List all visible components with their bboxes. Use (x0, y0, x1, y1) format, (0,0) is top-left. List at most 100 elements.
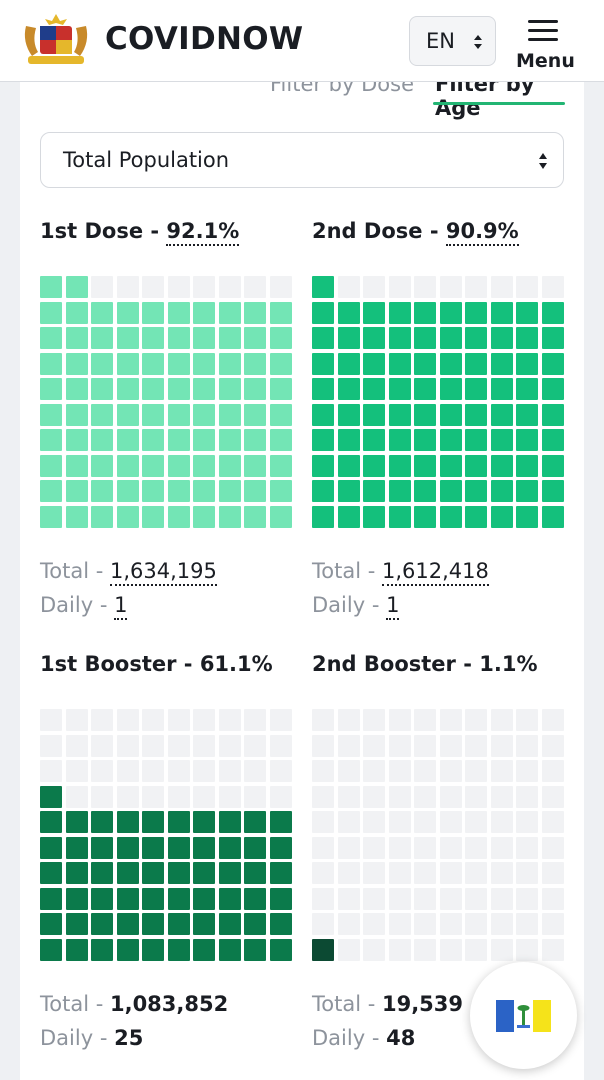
waffle-cell (465, 454, 487, 477)
waffle-cell (414, 276, 436, 298)
waffle-cell (244, 760, 266, 782)
waffle-cell (142, 327, 164, 349)
waffle-cell (388, 429, 411, 451)
waffle-cell (541, 454, 564, 477)
waffle-cell (439, 709, 462, 731)
waffle-cell (541, 276, 564, 298)
waffle-cell (312, 276, 334, 298)
waffle-cell (490, 938, 513, 961)
daily-value[interactable]: 1 (114, 593, 128, 620)
waffle-cell (193, 913, 215, 935)
total-label: Total (312, 992, 362, 1016)
waffle-cell (91, 785, 113, 808)
waffle-cell (541, 403, 564, 426)
dose-percent[interactable]: 90.9% (445, 219, 519, 246)
malaysia-coat-of-arms-icon[interactable] (20, 12, 92, 68)
waffle-cell (414, 429, 436, 451)
waffle-cell (244, 378, 266, 400)
total-label: Total (312, 559, 362, 583)
waffle-cell (414, 301, 436, 324)
waffle-cell (91, 862, 113, 884)
waffle-cell (40, 301, 62, 324)
waffle-cell (269, 505, 292, 528)
total-value[interactable]: 1,634,195 (109, 559, 217, 586)
waffle-cell (465, 913, 487, 935)
waffle-cell (312, 480, 334, 502)
waffle-cell (116, 480, 139, 502)
waffle-cell (541, 913, 564, 935)
waffle-grid (40, 709, 292, 961)
waffle-cell (167, 734, 190, 757)
waffle-cell (40, 913, 62, 935)
waffle-cell (337, 327, 360, 349)
waffle-cell (337, 785, 360, 808)
waffle-cell (269, 352, 292, 375)
waffle-cell (490, 327, 513, 349)
waffle-cell (193, 709, 215, 731)
population-select[interactable]: Total Population (40, 132, 564, 188)
waffle-cell (541, 862, 564, 884)
waffle-cell (414, 480, 436, 502)
waffle-cell (388, 276, 411, 298)
waffle-cell (244, 938, 266, 961)
waffle-cell (490, 429, 513, 451)
waffle-cell (414, 760, 436, 782)
waffle-cell (91, 836, 113, 859)
waffle-cell (439, 301, 462, 324)
waffle-cell (363, 836, 385, 859)
waffle-cell (40, 403, 62, 426)
waffle-cell (312, 327, 334, 349)
language-select[interactable]: EN (409, 16, 496, 66)
waffle-cell (40, 327, 62, 349)
waffle-cell (388, 505, 411, 528)
waffle-cell (269, 862, 292, 884)
waffle-cell (312, 454, 334, 477)
waffle-cell (244, 862, 266, 884)
waffle-cell (439, 505, 462, 528)
waffle-cell (414, 938, 436, 961)
total-value[interactable]: 1,612,418 (381, 559, 489, 586)
waffle-cell (218, 480, 241, 502)
waffle-cell (337, 734, 360, 757)
waffle-cell (65, 454, 88, 477)
waffle-cell (337, 276, 360, 298)
waffle-cell (218, 760, 241, 782)
stat-title: 2nd Booster - 1.1% (312, 652, 538, 676)
daily-label: Daily (40, 593, 94, 617)
waffle-cell (193, 429, 215, 451)
waffle-cell (388, 378, 411, 400)
waffle-cell (65, 378, 88, 400)
waffle-cell (65, 887, 88, 910)
menu-button[interactable]: Menu (514, 16, 575, 72)
waffle-cell (65, 836, 88, 859)
waffle-cell (439, 734, 462, 757)
brand-title[interactable]: COVIDNOW (105, 21, 304, 57)
waffle-cell (439, 352, 462, 375)
up-down-chevron-icon (539, 153, 547, 169)
waffle-cell (193, 301, 215, 324)
daily-value[interactable]: 1 (386, 593, 400, 620)
waffle-cell (65, 327, 88, 349)
waffle-cell (337, 378, 360, 400)
filter-tabs: Filter by Dose Filter by Age (20, 72, 584, 120)
menu-label: Menu (516, 50, 575, 72)
waffle-cell (193, 811, 215, 833)
waffle-cell (388, 938, 411, 961)
waffle-cell (439, 913, 462, 935)
waffle-cell (218, 913, 241, 935)
waffle-cell (516, 327, 538, 349)
waffle-cell (244, 887, 266, 910)
waffle-cell (388, 862, 411, 884)
waffle-cell (490, 887, 513, 910)
waffle-cell (363, 378, 385, 400)
waffle-cell (388, 480, 411, 502)
waffle-cell (167, 938, 190, 961)
waffle-cell (541, 352, 564, 375)
dose-percent[interactable]: 92.1% (166, 219, 240, 246)
state-selector-button[interactable] (470, 962, 577, 1069)
waffle-cell (465, 709, 487, 731)
waffle-cell (193, 327, 215, 349)
waffle-cell (465, 276, 487, 298)
waffle-cell (167, 480, 190, 502)
waffle-cell (40, 836, 62, 859)
